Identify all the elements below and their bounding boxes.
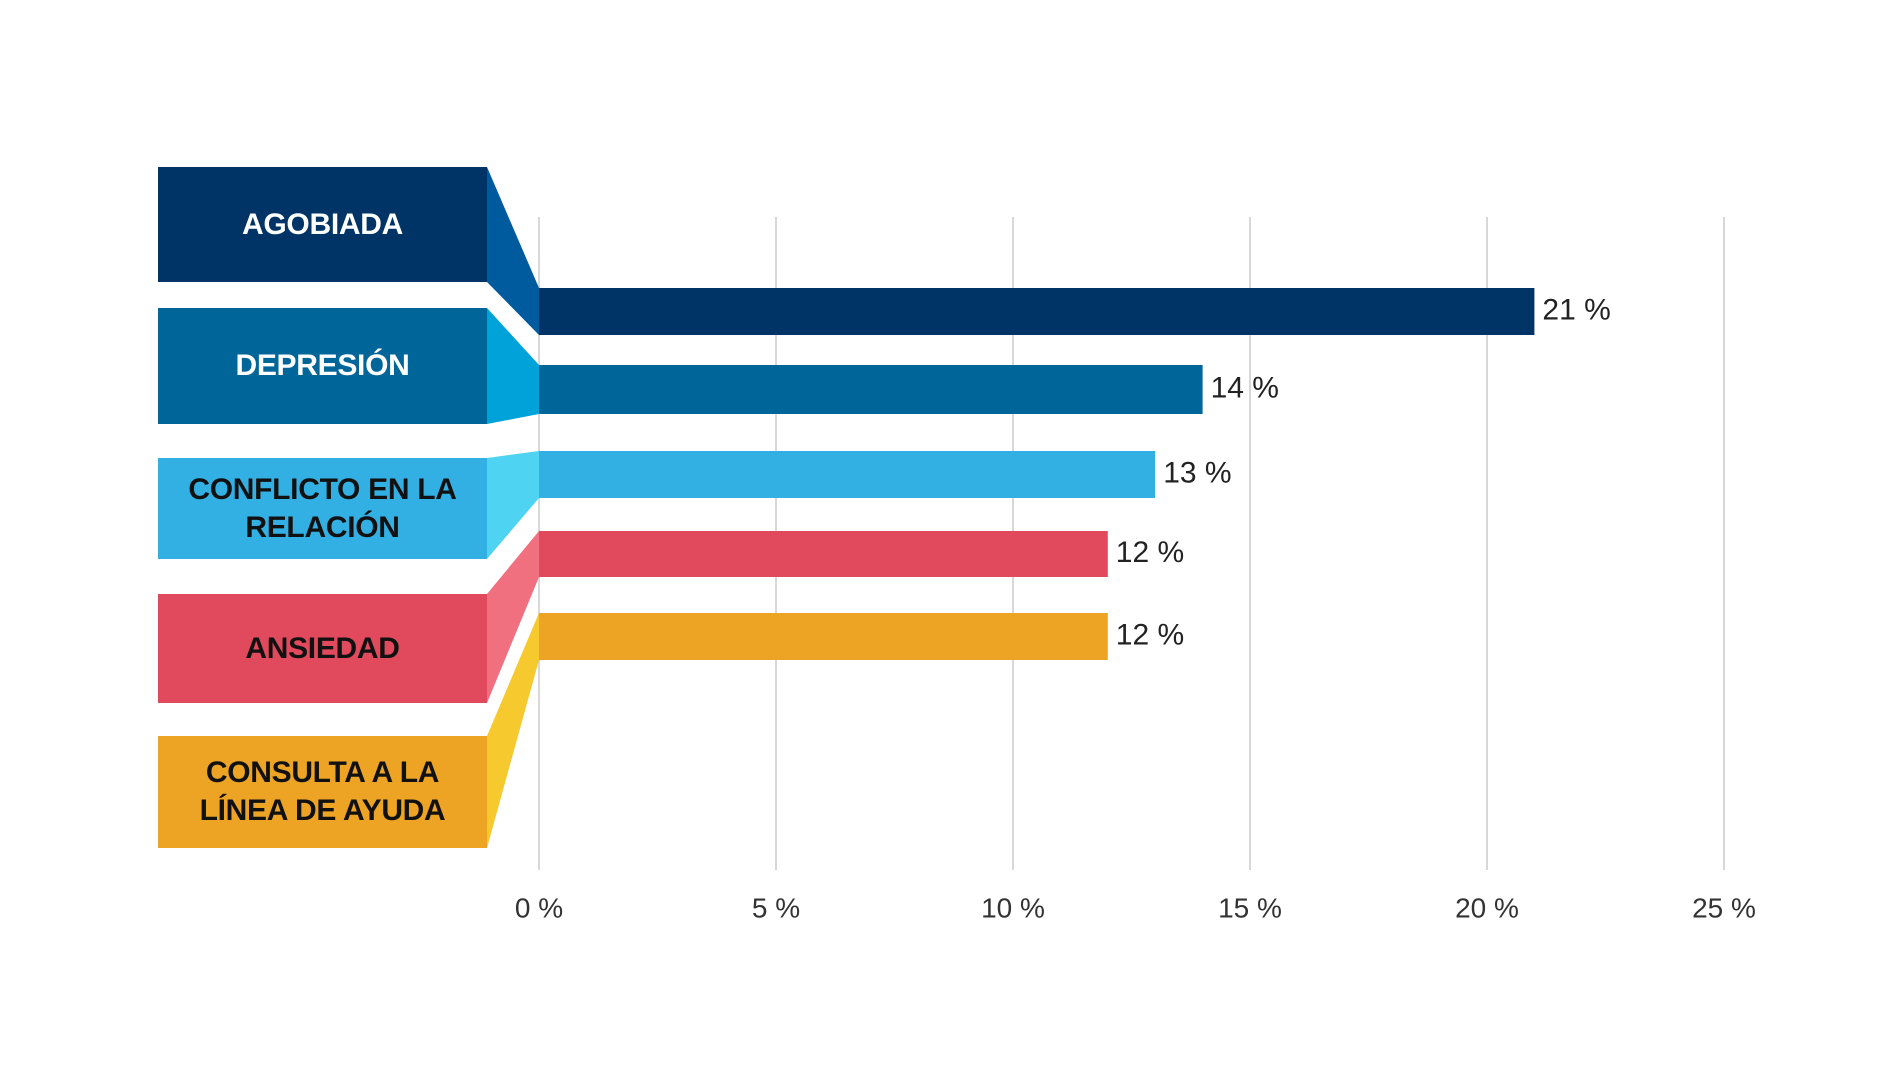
bar — [539, 451, 1156, 498]
x-tick-label: 15 % — [1218, 892, 1282, 923]
value-label: 13 % — [1163, 456, 1231, 489]
connector — [487, 167, 539, 335]
category-label: CONSULTA A LA LÍNEA DE AYUDA — [158, 736, 487, 848]
value-label: 21 % — [1542, 293, 1610, 326]
bar — [539, 613, 1108, 660]
value-label: 12 % — [1116, 536, 1184, 569]
x-tick-label: 20 % — [1455, 892, 1519, 923]
category-label: CONFLICTO EN LA RELACIÓN — [158, 458, 487, 559]
category-label: ANSIEDAD — [158, 594, 487, 703]
category-label: AGOBIADA — [158, 167, 487, 282]
bar — [539, 365, 1203, 414]
value-label: 14 % — [1211, 371, 1279, 404]
connector — [487, 613, 539, 848]
bar — [539, 531, 1108, 577]
bar — [539, 288, 1535, 335]
connector — [487, 531, 539, 703]
connector — [487, 451, 539, 559]
x-tick-label: 0 % — [515, 892, 563, 923]
connector — [487, 308, 539, 424]
x-tick-label: 25 % — [1692, 892, 1756, 923]
value-label: 12 % — [1116, 618, 1184, 651]
category-label: DEPRESIÓN — [158, 308, 487, 424]
x-tick-label: 5 % — [752, 892, 800, 923]
x-tick-label: 10 % — [981, 892, 1045, 923]
